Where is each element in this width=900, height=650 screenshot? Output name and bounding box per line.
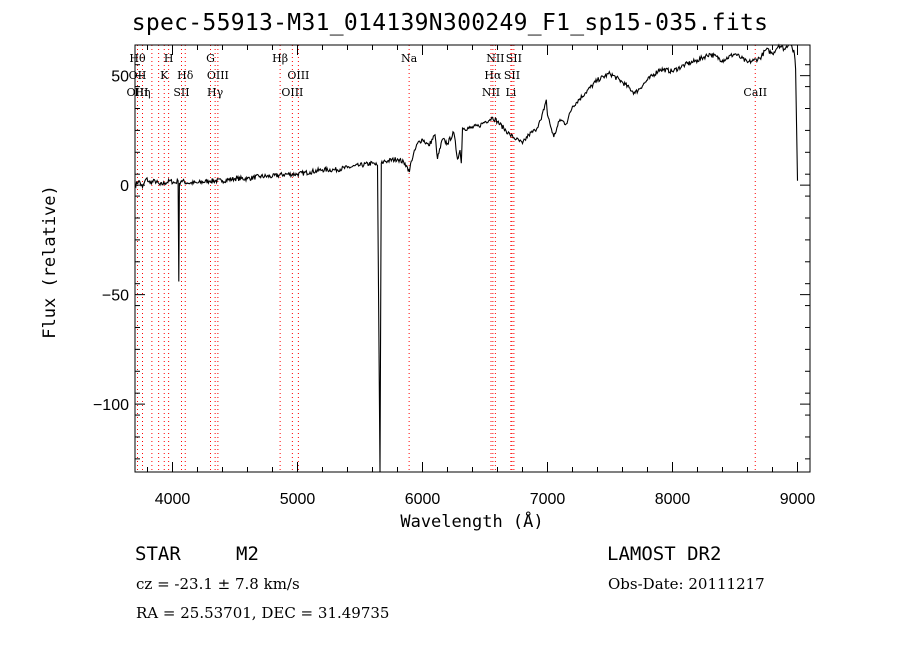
chart-title: spec-55913-M31_014139N300249_F1_sp15-035… (131, 10, 769, 36)
marker-label: SII (504, 69, 520, 82)
marker-label: SII (173, 86, 189, 99)
object-subclass: M2 (236, 543, 259, 565)
marker-label: Hβ (272, 52, 288, 65)
marker-labels: HθOIIOIIIHηKHSIIHδGHγOIIIHβOIIIOIIINaNII… (126, 52, 767, 99)
x-tick-label: 8000 (655, 491, 691, 508)
x-tick-label: 9000 (780, 491, 816, 508)
marker-label: K (160, 69, 169, 82)
marker-label: Hδ (177, 69, 194, 82)
y-tick-label: −100 (93, 397, 129, 414)
marker-label: OIII (126, 86, 148, 99)
x-axis-label: Wavelength (Å) (400, 512, 544, 532)
y-tick-label: −50 (102, 288, 129, 305)
y-tick-label: 0 (120, 178, 129, 195)
axis-ticks: 4000 5000 6000 7000 8000 9000 −100 −50 0 50 (93, 45, 815, 508)
y-tick-label: 50 (111, 69, 129, 86)
y-axis-label: Flux (relative) (40, 185, 60, 339)
marker-label: OIII (207, 69, 229, 82)
obs-date: Obs-Date: 20111217 (608, 575, 765, 593)
marker-label: H (164, 52, 174, 65)
x-tick-label: 4000 (155, 491, 191, 508)
x-tick-label: 7000 (530, 491, 566, 508)
marker-label: SII (506, 52, 522, 65)
marker-label: CaII (743, 86, 767, 99)
marker-label: Hη (134, 86, 150, 99)
plot-frame (134, 44, 811, 473)
marker-label: Hα (484, 69, 502, 82)
spectrum-line (134, 43, 799, 473)
marker-label: OIII (287, 69, 309, 82)
x-tick-label: 5000 (280, 491, 316, 508)
line-markers (137, 45, 756, 472)
coordinates: RA = 25.53701, DEC = 31.49735 (136, 604, 390, 622)
marker-label: OIII (281, 86, 303, 99)
marker-label: NII (482, 86, 500, 99)
marker-label: NII (486, 52, 504, 65)
object-class: STAR (135, 543, 181, 565)
marker-label: Hγ (207, 86, 224, 99)
x-tick-label: 6000 (405, 491, 441, 508)
marker-label: G (206, 52, 215, 65)
marker-label: Hθ (129, 52, 146, 65)
marker-label: Li (505, 86, 516, 99)
redshift-cz: cz = -23.1 ± 7.8 km/s (136, 575, 300, 593)
marker-label: Na (401, 52, 418, 65)
survey-name: LAMOST DR2 (607, 543, 722, 565)
